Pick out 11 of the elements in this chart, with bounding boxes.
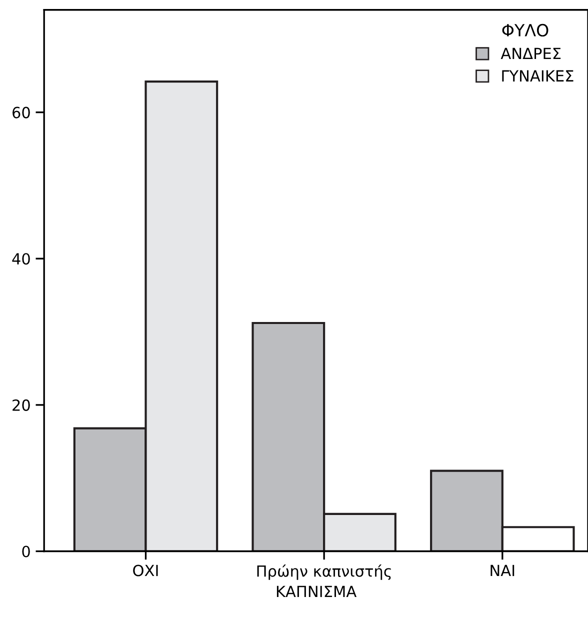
x-tick-label: ΝΑΙ [490,564,514,576]
y-tick-label: 0 [22,546,30,558]
x-tick-label: Πρώην καπνιστής [257,564,391,580]
y-tick-label: 60 [12,106,30,118]
x-axis-title: ΚΑΠΝΙΣΜΑ [276,586,357,598]
x-tick-label: ΟΧΙ [133,564,158,576]
y-tick-label: 40 [12,253,30,265]
legend-label: ΓΥΝΑΙΚΕΣ [502,70,574,82]
legend-title: ΦΥΛΟ [502,24,548,37]
legend-label: ΑΝΔΡΕΣ [500,48,561,60]
y-tick-label: 20 [12,399,30,411]
